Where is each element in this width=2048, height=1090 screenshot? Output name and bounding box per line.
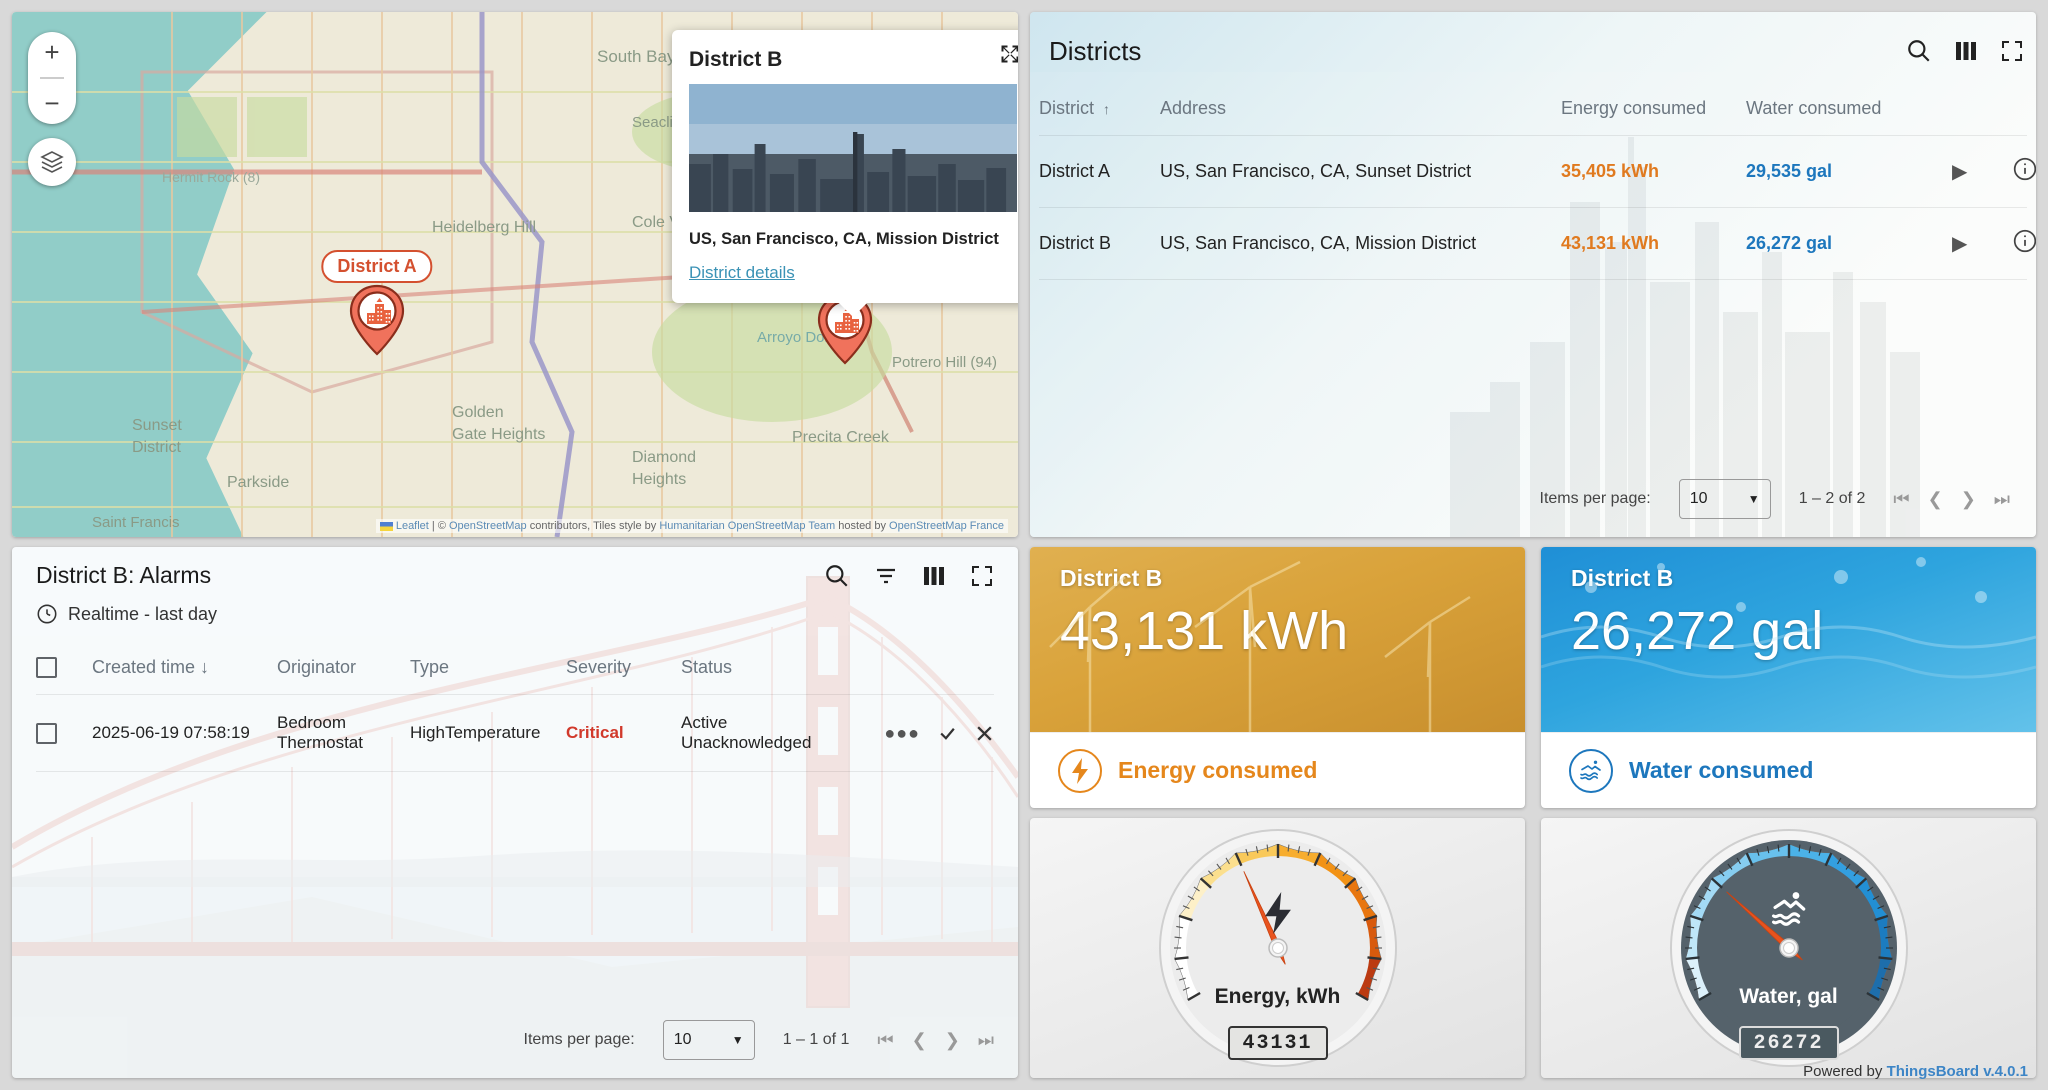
svg-text:Parkside: Parkside bbox=[227, 474, 289, 491]
svg-text:Hermit Rock (8): Hermit Rock (8) bbox=[162, 169, 260, 185]
svg-text:Gate Heights: Gate Heights bbox=[452, 426, 545, 443]
svg-text:District: District bbox=[132, 439, 181, 456]
svg-text:Sunset: Sunset bbox=[132, 417, 182, 434]
svg-text:Diamond: Diamond bbox=[632, 449, 696, 466]
svg-text:Heidelberg Hill: Heidelberg Hill bbox=[432, 219, 536, 236]
svg-text:Saint Francis: Saint Francis bbox=[92, 514, 180, 531]
svg-text:Precita Creek: Precita Creek bbox=[792, 429, 890, 446]
svg-text:South Bay: South Bay bbox=[597, 47, 676, 66]
svg-text:Heights: Heights bbox=[632, 471, 686, 488]
svg-text:Golden: Golden bbox=[452, 404, 504, 421]
svg-text:Potrero Hill (94): Potrero Hill (94) bbox=[892, 354, 997, 371]
